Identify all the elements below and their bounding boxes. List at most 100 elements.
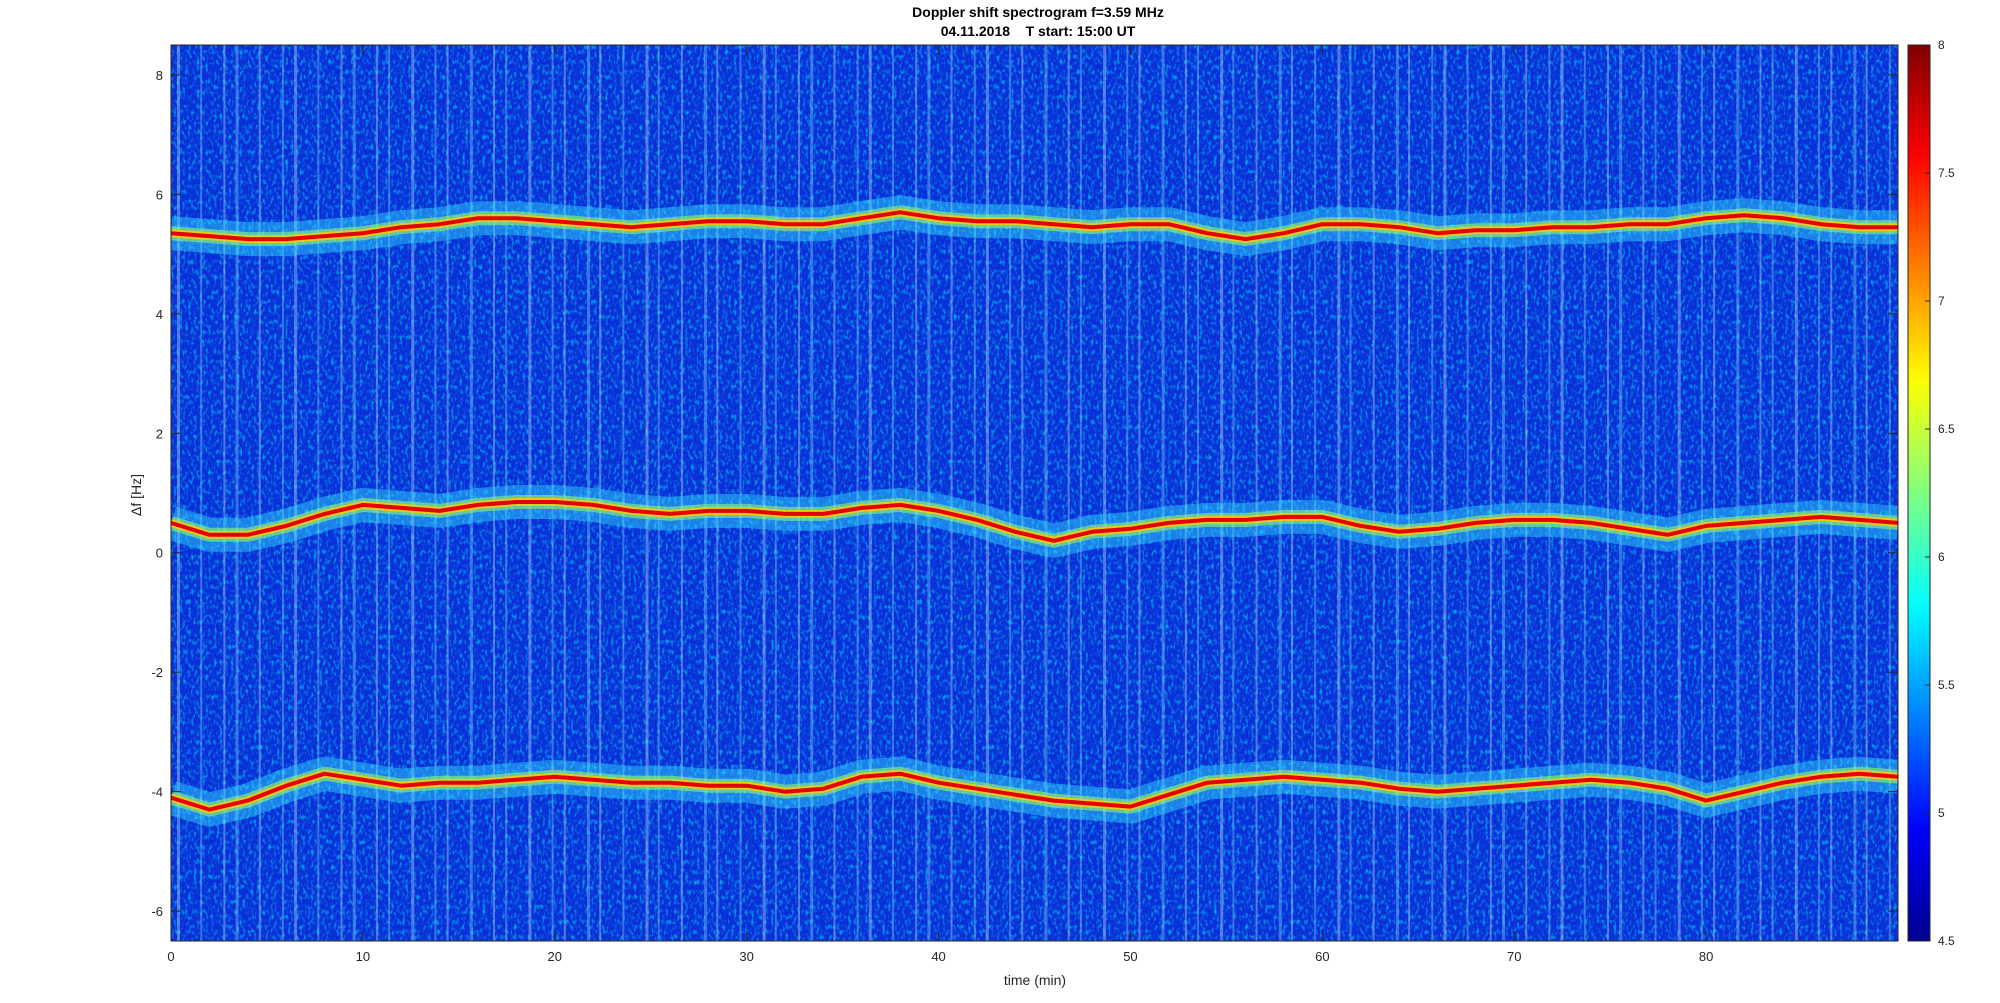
vertical-stripe	[680, 45, 683, 941]
vertical-stripe	[317, 45, 320, 941]
vertical-stripe	[235, 45, 239, 941]
vertical-stripe	[563, 45, 566, 941]
vertical-stripe	[1197, 45, 1200, 941]
vertical-stripe	[1606, 45, 1609, 941]
vertical-stripe	[1290, 45, 1293, 941]
vertical-stripe	[833, 45, 836, 941]
vertical-stripe	[1126, 45, 1129, 941]
vertical-stripe	[739, 45, 742, 941]
vertical-stripe	[1677, 45, 1681, 941]
trace-line	[171, 500, 1898, 543]
vertical-stripe	[223, 45, 226, 941]
vertical-stripe	[446, 45, 449, 941]
vertical-stripe	[1255, 45, 1258, 941]
vertical-stripe	[1818, 45, 1821, 941]
vertical-stripe	[1044, 45, 1048, 941]
plot-area: 0 10 20 30 40 50 60 70 80 -6 -4 -2 0 2 4 6 8	[151, 44, 1899, 964]
vertical-stripe	[985, 45, 989, 941]
y-tick-label: 8	[156, 68, 163, 83]
vertical-stripe	[469, 45, 473, 941]
x-tick-label: 80	[1699, 949, 1713, 964]
colorbar-gradient	[1907, 44, 1931, 942]
trace-line	[171, 210, 1898, 242]
plot-frame	[170, 44, 1899, 942]
vertical-stripe	[856, 45, 859, 941]
vertical-stripe	[1103, 45, 1107, 941]
vertical-stripe	[1337, 45, 1341, 941]
vertical-stripe	[340, 45, 343, 941]
vertical-stripe	[1888, 45, 1891, 941]
y-ticks: -6 -4 -2 0 2 4 6 8	[151, 68, 1898, 919]
y-axis-label: Δf [Hz]	[128, 474, 144, 516]
vertical-stripe	[1642, 45, 1645, 941]
vertical-stripe	[1654, 45, 1657, 941]
vertical-stripe	[798, 45, 801, 941]
y-tick-label: -4	[151, 785, 163, 800]
x-tick-label: 0	[167, 949, 174, 964]
vertical-stripes	[177, 45, 1891, 941]
x-tick-label: 20	[548, 949, 562, 964]
colorbar-tick-label: 7.5	[1938, 166, 1955, 180]
vertical-stripe	[177, 45, 180, 941]
colorbar-tick-label: 5	[1938, 806, 1945, 820]
vertical-stripe	[1067, 45, 1070, 941]
vertical-stripe	[1009, 45, 1012, 941]
colorbar-tick-label: 5.5	[1938, 678, 1955, 692]
vertical-stripe	[1431, 45, 1434, 941]
vertical-stripe	[1713, 45, 1716, 941]
vertical-stripe	[810, 45, 814, 941]
vertical-stripe	[1502, 45, 1506, 941]
vertical-stripe	[622, 45, 625, 941]
vertical-stripe	[1184, 45, 1187, 941]
vertical-stripe	[657, 45, 660, 941]
vertical-stripe	[1771, 45, 1774, 941]
vertical-stripe	[1794, 45, 1798, 941]
vertical-stripe	[915, 45, 918, 941]
vertical-stripe	[1021, 45, 1024, 941]
x-tick-label: 40	[931, 949, 945, 964]
colorbar-tick-label: 6.5	[1938, 422, 1955, 436]
trace-layer	[171, 195, 1898, 827]
y-tick-label: 4	[156, 307, 163, 322]
x-tick-label: 50	[1123, 949, 1137, 964]
vertical-stripe	[1349, 45, 1352, 941]
vertical-stripe	[375, 45, 378, 941]
y-tick-label: 0	[156, 546, 163, 561]
vertical-stripe	[294, 45, 298, 941]
vertical-stripe	[1138, 45, 1141, 941]
vertical-stripe	[258, 45, 261, 941]
vertical-stripe	[927, 45, 931, 941]
vertical-stripe	[551, 45, 554, 941]
x-axis-label: time (min)	[1004, 972, 1066, 988]
colorbar-tick-label: 8	[1938, 38, 1945, 52]
vertical-stripe	[528, 45, 532, 941]
x-tick-label: 60	[1315, 949, 1329, 964]
vertical-stripe	[411, 45, 415, 941]
x-tick-label: 70	[1507, 949, 1521, 964]
vertical-stripe	[1700, 45, 1703, 941]
vertical-stripe	[586, 45, 590, 941]
colorbar: 4.5 5 5.5 6 6.5 7 7.5 8	[1907, 38, 1955, 948]
vertical-stripe	[505, 45, 508, 941]
vertical-stripe	[1443, 45, 1447, 941]
chart-title: Doppler shift spectrogram f=3.59 MHz	[912, 4, 1164, 20]
vertical-stripe	[1395, 45, 1399, 941]
trace-line	[171, 771, 1898, 812]
vertical-stripe	[281, 45, 284, 941]
vertical-stripe	[762, 45, 766, 941]
y-tick-label: -2	[151, 665, 163, 680]
vertical-stripe	[1161, 45, 1165, 941]
vertical-stripe	[774, 45, 777, 941]
vertical-stripe	[1853, 45, 1857, 941]
vertical-stripe	[1548, 45, 1551, 941]
vertical-stripe	[1560, 45, 1564, 941]
y-tick-label: 2	[156, 426, 163, 441]
vertical-stripe	[1079, 45, 1082, 941]
vertical-stripe	[1525, 45, 1528, 941]
vertical-stripe	[352, 45, 356, 941]
vertical-stripe	[200, 45, 203, 941]
vertical-stripe	[599, 45, 602, 941]
vertical-stripe	[645, 45, 649, 941]
vertical-stripe	[1736, 45, 1740, 941]
